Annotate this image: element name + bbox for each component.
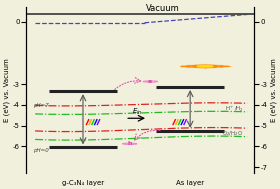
Circle shape bbox=[192, 65, 218, 67]
Text: O$_2$/H$_2$O: O$_2$/H$_2$O bbox=[222, 129, 244, 138]
Text: Vacuum: Vacuum bbox=[146, 4, 180, 13]
Text: H$^+$/H$_2$: H$^+$/H$_2$ bbox=[225, 104, 244, 114]
Circle shape bbox=[143, 81, 158, 82]
Text: pH=7: pH=7 bbox=[33, 103, 49, 108]
Text: $E_{in}$: $E_{in}$ bbox=[132, 106, 142, 117]
Text: h: h bbox=[127, 141, 132, 146]
Text: e: e bbox=[148, 79, 152, 84]
Circle shape bbox=[122, 143, 137, 144]
Circle shape bbox=[197, 66, 213, 67]
Y-axis label: E (eV) vs. Vacuum: E (eV) vs. Vacuum bbox=[3, 58, 10, 122]
Text: pH=0: pH=0 bbox=[33, 148, 49, 153]
Circle shape bbox=[185, 64, 225, 68]
Y-axis label: E (eV) vs. Vacuum: E (eV) vs. Vacuum bbox=[270, 58, 277, 122]
